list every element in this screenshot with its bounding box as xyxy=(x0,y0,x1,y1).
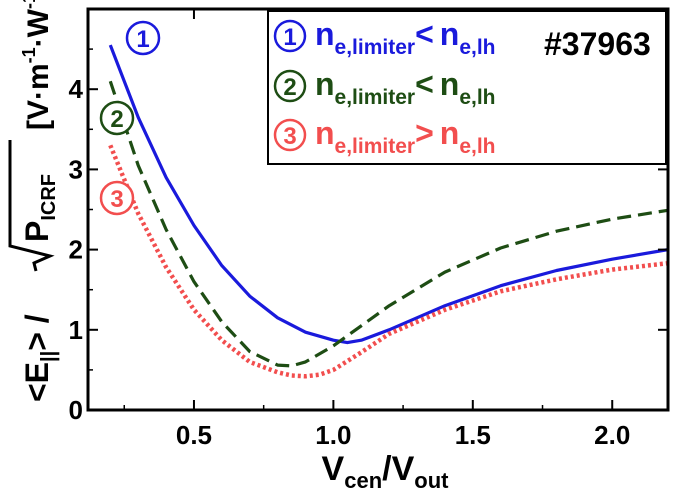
legend-n2: n xyxy=(440,66,460,102)
y-label-exp2: -1/2 xyxy=(19,0,39,9)
marker-number: 1 xyxy=(136,26,149,53)
shot-label: #37963 xyxy=(544,26,651,62)
y-axis-label: <E||> / PICRF [V·m-1·W-1/2] xyxy=(8,0,60,402)
legend-entry-3: 3 ne,limiter> ne,lh xyxy=(273,115,496,158)
legend-n1: n xyxy=(315,16,335,52)
legend-marker-number: 1 xyxy=(283,24,296,51)
legend-sub1: e,limiter xyxy=(335,135,416,158)
svg-text:<E||> /: <E||> / xyxy=(19,314,60,402)
series-line-2 xyxy=(108,80,668,368)
y-tick-label: 1 xyxy=(69,315,83,345)
curve-marker-1: 1 xyxy=(125,20,161,56)
legend-entry-1: 1 ne,limiter< ne,lh xyxy=(273,16,496,59)
curve-marker-2: 2 xyxy=(99,100,135,136)
marker-circle xyxy=(99,180,135,216)
legend-entry-2: 2 ne,limiter< ne,lh xyxy=(273,66,496,109)
y-label-dot: ·W xyxy=(22,8,55,47)
legend-marker-number: 2 xyxy=(283,74,296,101)
legend: 1 ne,limiter< ne,lh2 ne,limiter< ne,lh3 ne,li… xyxy=(267,10,667,165)
y-label-sub: || xyxy=(38,351,60,362)
legend-op: > xyxy=(415,115,434,151)
legend-sub2: e,lh xyxy=(459,135,495,158)
marker-number: 3 xyxy=(110,186,123,213)
legend-n2: n xyxy=(440,16,460,52)
y-label-units-open: [V·m xyxy=(22,63,55,130)
x-label-v1: V xyxy=(322,450,345,488)
y-label-slash: / xyxy=(19,314,55,332)
y-tick-label: 0 xyxy=(69,395,83,425)
y-tick-label: 3 xyxy=(69,154,83,184)
legend-n2: n xyxy=(440,115,460,151)
x-label-sub2: out xyxy=(414,468,449,493)
curve-marker-3: 3 xyxy=(99,180,135,216)
legend-label: ne,limiter> ne,lh xyxy=(315,115,496,158)
x-tick-label: 2.0 xyxy=(594,420,630,450)
svg-text:[V·m-1·W-1/2]: [V·m-1·W-1/2] xyxy=(19,0,55,130)
legend-sub1: e,limiter xyxy=(335,86,416,109)
x-tick-label: 1.0 xyxy=(315,420,351,450)
y-label-gt: > xyxy=(19,332,55,351)
legend-marker-circle xyxy=(273,118,307,152)
x-tick-label: 0.5 xyxy=(176,420,212,450)
legend-sub1: e,limiter xyxy=(335,36,416,59)
legend-box xyxy=(267,10,667,165)
legend-sub2: e,lh xyxy=(459,86,495,109)
legend-entries: 1 ne,limiter< ne,lh2 ne,limiter< ne,lh3 ne,li… xyxy=(273,16,496,158)
svg-text:PICRF: PICRF xyxy=(19,174,60,242)
marker-number: 2 xyxy=(110,106,123,133)
legend-sub2: e,lh xyxy=(459,36,495,59)
legend-op: < xyxy=(415,66,434,102)
legend-marker-number: 3 xyxy=(283,123,296,150)
marker-circle xyxy=(125,20,161,56)
legend-op: < xyxy=(415,16,434,52)
y-label-psub: ICRF xyxy=(38,174,60,221)
x-axis-label: Vcen/Vout xyxy=(322,450,450,493)
y-label-lt: <E xyxy=(19,362,55,402)
legend-n1: n xyxy=(315,115,335,151)
legend-marker-circle xyxy=(273,19,307,53)
series-line-1 xyxy=(108,44,668,345)
y-tick-label: 2 xyxy=(69,235,83,265)
series-line-3 xyxy=(108,144,668,379)
y-tick-label: 4 xyxy=(69,74,84,104)
legend-marker-circle xyxy=(273,69,307,103)
sqrt-sign xyxy=(8,140,55,272)
x-label-mid: /V xyxy=(382,450,414,488)
x-label-sub1: cen xyxy=(344,468,382,493)
series-layer xyxy=(108,44,668,379)
y-label-exp1: -1 xyxy=(19,47,39,63)
legend-label: ne,limiter< ne,lh xyxy=(315,16,496,59)
legend-n1: n xyxy=(315,66,335,102)
marker-circle xyxy=(99,100,135,136)
marker-layer: 1 2 3 xyxy=(99,20,161,216)
y-label-p: P xyxy=(19,221,55,242)
x-tick-label: 1.5 xyxy=(455,420,491,450)
legend-label: ne,limiter< ne,lh xyxy=(315,66,496,109)
